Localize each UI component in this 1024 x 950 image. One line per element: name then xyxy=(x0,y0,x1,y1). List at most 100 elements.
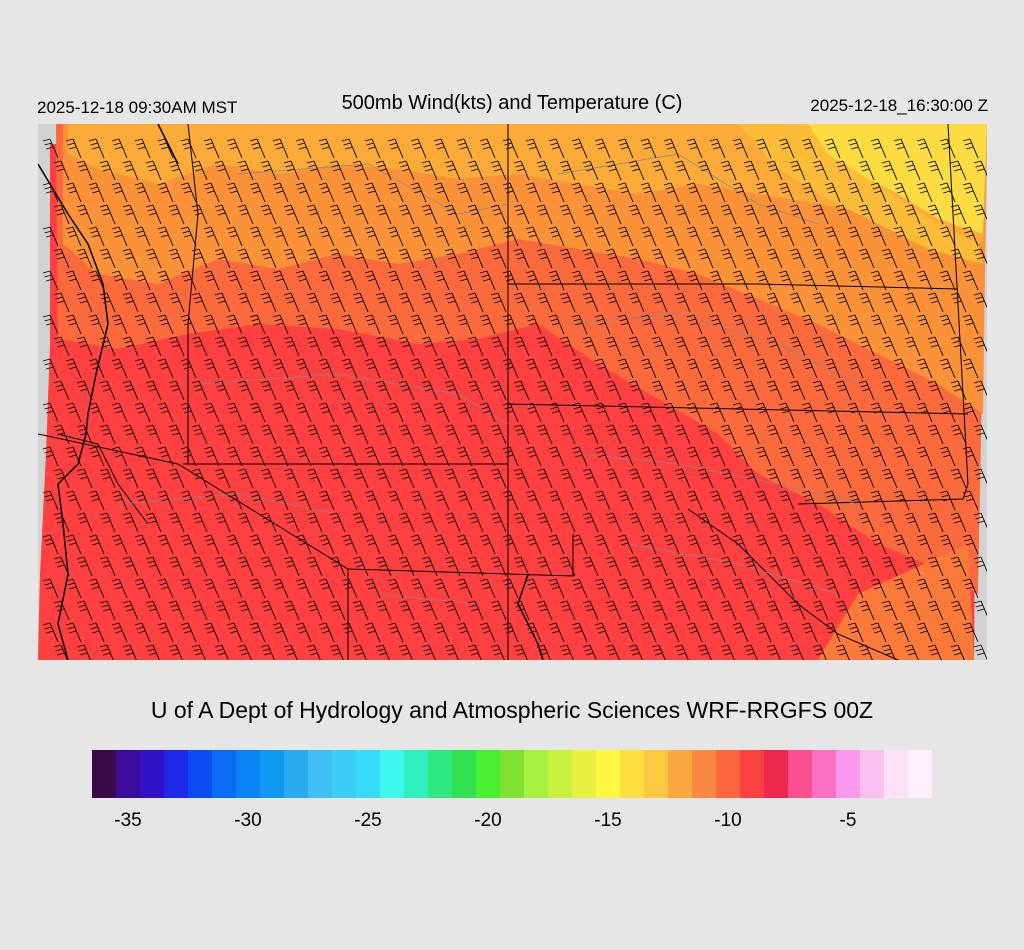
wind-barb xyxy=(812,160,829,181)
colorbar-cell xyxy=(596,750,620,798)
wind-barb xyxy=(341,534,358,555)
wind-barb xyxy=(421,336,438,357)
wind-barb xyxy=(927,512,944,533)
wind-barb xyxy=(444,512,461,533)
wind-barb xyxy=(651,248,668,269)
wind-barb xyxy=(122,644,137,660)
wind-barb xyxy=(686,446,703,467)
wind-barb xyxy=(145,204,162,225)
wind-barb xyxy=(375,160,392,181)
wind-barb xyxy=(916,226,933,247)
wind-barb xyxy=(76,512,93,533)
wind-barb xyxy=(732,226,749,247)
wind-barb xyxy=(743,644,758,660)
wind-barb xyxy=(640,446,657,467)
wind-barb xyxy=(88,578,105,599)
wind-barb xyxy=(847,534,864,555)
wind-barb xyxy=(306,424,323,445)
wind-barb xyxy=(387,446,404,467)
wind-barb xyxy=(571,358,588,379)
wind-barb xyxy=(973,380,987,397)
wind-barb xyxy=(640,534,657,555)
wind-barb xyxy=(950,160,967,181)
wind-barb xyxy=(651,512,668,533)
wind-barb xyxy=(191,644,206,660)
wind-barb xyxy=(594,226,611,247)
wind-barb xyxy=(375,380,392,401)
wind-barb xyxy=(686,578,703,599)
wind-barb xyxy=(939,622,956,643)
wind-barb xyxy=(732,138,749,159)
wind-barb xyxy=(812,556,829,577)
wind-barb xyxy=(88,446,105,467)
wind-barb xyxy=(766,248,783,269)
wind-barb xyxy=(122,600,139,621)
colorbar-cell xyxy=(884,750,908,798)
wind-barb xyxy=(973,600,987,617)
wind-barb xyxy=(697,204,714,225)
wind-barb xyxy=(870,446,887,467)
wind-barb xyxy=(479,402,496,423)
wind-barb xyxy=(617,402,634,423)
wind-barb xyxy=(122,160,139,181)
wind-barb xyxy=(387,182,404,203)
colorbar-cell xyxy=(692,750,716,798)
wind-barb xyxy=(191,248,208,269)
wind-barb xyxy=(605,160,622,181)
wind-barb xyxy=(237,248,254,269)
wind-barb xyxy=(157,578,174,599)
wind-barb xyxy=(398,248,415,269)
wind-barb xyxy=(962,270,979,291)
wind-barb xyxy=(663,182,680,203)
wind-barb xyxy=(134,270,151,291)
wind-barb xyxy=(709,226,726,247)
wind-barb xyxy=(720,512,737,533)
colorbar-cell xyxy=(116,750,140,798)
wind-barb xyxy=(525,490,542,511)
wind-barb xyxy=(99,380,116,401)
wind-barb xyxy=(364,578,381,599)
wind-barb xyxy=(927,336,944,357)
wind-barb xyxy=(893,578,910,599)
colorbar-tick-label: -25 xyxy=(354,810,382,831)
wind-barb xyxy=(513,204,530,225)
wind-barb xyxy=(283,600,300,621)
wind-barb xyxy=(111,622,128,643)
wind-barb xyxy=(467,468,484,489)
wind-barb xyxy=(410,534,427,555)
wind-barb xyxy=(318,402,335,423)
wind-barb xyxy=(651,336,668,357)
wind-barb xyxy=(479,138,496,159)
wind-barb xyxy=(283,424,300,445)
wind-barb xyxy=(272,446,289,467)
wind-barb xyxy=(456,534,473,555)
wind-barb xyxy=(617,226,634,247)
wind-barb xyxy=(272,226,289,247)
wind-barb xyxy=(456,226,473,247)
wind-barb xyxy=(847,138,864,159)
wind-barb xyxy=(559,160,576,181)
colorbar-cell xyxy=(212,750,236,798)
colorbar-cell xyxy=(572,750,596,798)
wind-barb xyxy=(272,402,289,423)
wind-barb xyxy=(835,468,852,489)
wind-barb xyxy=(824,578,841,599)
wind-barb xyxy=(548,402,565,423)
wind-barb xyxy=(766,160,783,181)
wind-barb xyxy=(801,182,818,203)
wind-barb xyxy=(214,204,231,225)
wind-barb xyxy=(249,402,266,423)
wind-barb xyxy=(145,424,162,445)
wind-barb xyxy=(318,314,335,335)
wind-barb xyxy=(571,578,588,599)
wind-barb xyxy=(456,358,473,379)
wind-barb xyxy=(53,204,70,225)
wind-barb xyxy=(824,138,841,159)
wind-barb xyxy=(76,160,93,181)
wind-barb xyxy=(260,336,277,357)
wind-barb xyxy=(375,248,392,269)
wind-barb xyxy=(490,644,505,660)
colorbar-cell xyxy=(428,750,452,798)
wind-barb xyxy=(42,358,59,379)
wind-barb xyxy=(53,292,70,313)
